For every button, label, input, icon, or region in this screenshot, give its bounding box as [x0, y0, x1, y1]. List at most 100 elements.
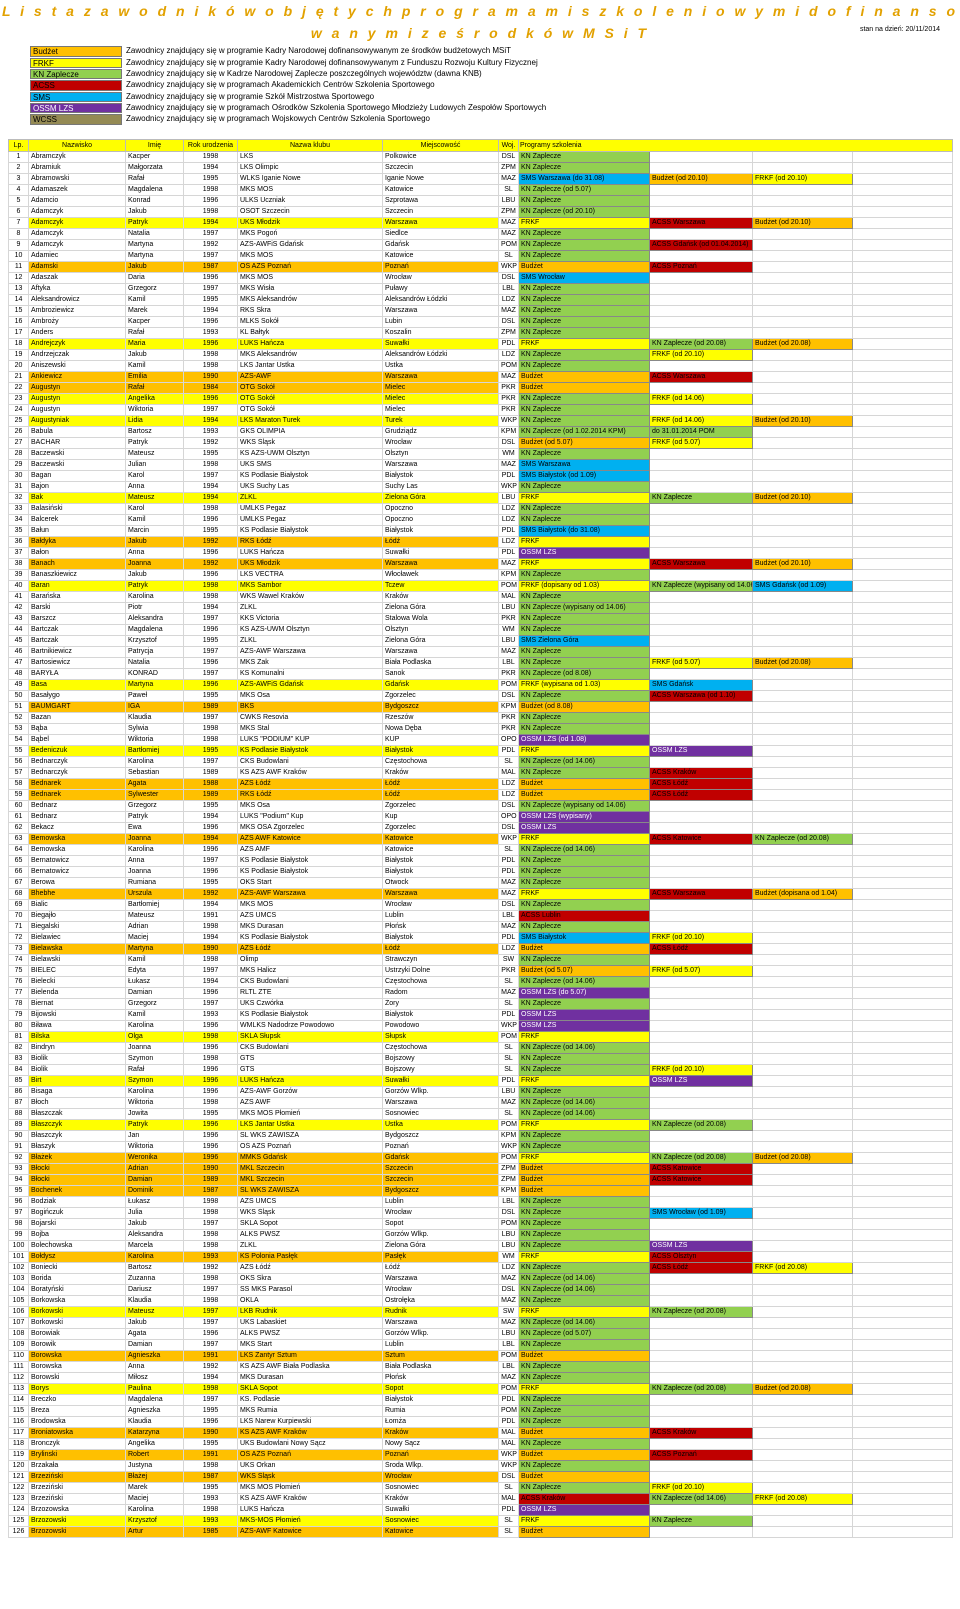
city-cell: Gdańsk	[382, 1152, 499, 1164]
table-row: 40 Baran Patryk 1998 MKS Sambor Tczew POM FRKF …	[8, 580, 954, 592]
firstname-cell: Bartłomiej	[125, 899, 184, 911]
legend-code: OSSM LZS	[30, 102, 122, 114]
surname-cell: Bartczak	[28, 635, 126, 647]
empty-program-cell	[752, 1515, 853, 1527]
surname-cell: Bojarski	[28, 1218, 126, 1230]
empty-program-cell	[649, 822, 753, 834]
firstname-cell: Joanna	[125, 1042, 184, 1054]
birth-year-cell: 1993	[183, 1009, 238, 1021]
birth-year-cell: 1996	[183, 1064, 238, 1076]
voivodeship-cell: POM	[498, 1218, 519, 1230]
firstname-cell: Wiktoria	[125, 404, 184, 416]
voivodeship-cell: PKR	[498, 382, 519, 394]
program-cell: KN Zaplecze	[518, 1416, 650, 1428]
empty-program-cell	[851, 1306, 954, 1318]
firstname-cell: Bartłomiej	[125, 745, 184, 757]
firstname-cell: Katarzyna	[125, 1427, 184, 1439]
city-cell: Ustka	[382, 360, 499, 372]
firstname-cell: Sylwia	[125, 723, 184, 735]
empty-program-cell	[752, 459, 853, 471]
program-cell: KN Zaplecze	[518, 250, 650, 262]
surname-cell: Brzeziński	[28, 1493, 126, 1505]
club-cell: LUKS Hańcza	[237, 547, 383, 559]
table-row: 82 Bindryn Joanna 1996 CKS Budowlani Częstoch…	[8, 1042, 954, 1054]
empty-program-cell	[851, 558, 954, 570]
program-cell: KN Zaplecze	[518, 1196, 650, 1208]
firstname-cell: Kacper	[125, 151, 184, 163]
city-cell: Białystok	[382, 866, 499, 878]
birth-year-cell: 1995	[183, 690, 238, 702]
city-cell: Warszawa	[382, 888, 499, 900]
voivodeship-cell: PDL	[498, 547, 519, 559]
empty-program-cell	[649, 602, 753, 614]
surname-cell: Biolik	[28, 1064, 126, 1076]
voivodeship-cell: LBU	[498, 635, 519, 647]
empty-program-cell	[851, 250, 954, 262]
program-cell: KN Zaplecze	[518, 1438, 650, 1450]
legend-row: ACSS Zawodnicy znajdujący się w programac…	[30, 80, 546, 91]
lp-cell: 84	[8, 1064, 29, 1076]
program-cell: ACSS Łódź	[649, 1262, 753, 1274]
voivodeship-cell: DSL	[498, 316, 519, 328]
surname-cell: Berowa	[28, 877, 126, 889]
surname-cell: Borowska	[28, 1361, 126, 1373]
lp-cell: 25	[8, 415, 29, 427]
program-cell: KN Zaplecze	[518, 305, 650, 317]
table-row: 70 Biegajło Mateusz 1991 AZS UMCS Lublin LBL AC…	[8, 910, 954, 922]
voivodeship-cell: SL	[498, 998, 519, 1010]
empty-program-cell	[851, 459, 954, 471]
lp-cell: 49	[8, 679, 29, 691]
program-cell: KN Zaplecze	[518, 1218, 650, 1230]
col-nazwisko: Nazwisko	[28, 139, 126, 152]
program-cell: KN Zaplecze	[518, 1295, 650, 1307]
firstname-cell: Rumiana	[125, 877, 184, 889]
birth-year-cell: 1998	[183, 349, 238, 361]
surname-cell: Bąba	[28, 723, 126, 735]
empty-program-cell	[851, 1471, 954, 1483]
program-cell: KN Zaplecze	[518, 316, 650, 328]
birth-year-cell: 1992	[183, 888, 238, 900]
club-cell: GTS	[237, 1053, 383, 1065]
firstname-cell: Marek	[125, 305, 184, 317]
program-cell: SMS Białystok	[518, 932, 650, 944]
city-cell: Białystok	[382, 932, 499, 944]
empty-program-cell	[752, 1361, 853, 1373]
firstname-cell: Martyna	[125, 239, 184, 251]
voivodeship-cell: POM	[498, 1350, 519, 1362]
surname-cell: Błaszyk	[28, 1141, 126, 1153]
lp-cell: 101	[8, 1251, 29, 1263]
table-row: 41 Barańska Karolina 1998 WKS Wawel Kraków Kr…	[8, 591, 954, 603]
voivodeship-cell: DSL	[498, 690, 519, 702]
surname-cell: Bednarek	[28, 789, 126, 801]
empty-program-cell	[851, 1284, 954, 1296]
city-cell: Grudziądz	[382, 426, 499, 438]
firstname-cell: Jowita	[125, 1108, 184, 1120]
table-row: 9 Adamczyk Martyna 1992 AZS-AWFiS Gdańsk Gdań…	[8, 239, 954, 251]
empty-program-cell	[649, 294, 753, 306]
birth-year-cell: 1996	[183, 866, 238, 878]
voivodeship-cell: MAZ	[498, 305, 519, 317]
empty-program-cell	[851, 657, 954, 669]
program-cell: KN Zaplecze (od 14.06)	[518, 1284, 650, 1296]
firstname-cell: Dominik	[125, 1185, 184, 1197]
city-cell: Zgorzelec	[382, 800, 499, 812]
table-row: 95 Bochenek Dominik 1987 SL WKS ZAWISZA Bydgo…	[8, 1185, 954, 1197]
program-cell: KN Zaplecze	[518, 503, 650, 515]
empty-program-cell	[851, 1361, 954, 1373]
surname-cell: Bak	[28, 492, 126, 504]
table-row: 91 Błaszyk Wiktoria 1996 OŚ AZS Poznań Poznań…	[8, 1141, 954, 1153]
program-cell: KN Zaplecze	[518, 921, 650, 933]
lp-cell: 40	[8, 580, 29, 592]
table-row: 34 Balcerek Kamil 1996 UMLKS Pegaz Opoczno LDZ…	[8, 514, 954, 526]
birth-year-cell: 1992	[183, 437, 238, 449]
surname-cell: Ambroziewicz	[28, 305, 126, 317]
empty-program-cell	[649, 1394, 753, 1406]
empty-program-cell	[752, 250, 853, 262]
lp-cell: 66	[8, 866, 29, 878]
table-row: 76 Bielecki Łukasz 1994 CKS Budowlani Częstoc…	[8, 976, 954, 988]
empty-program-cell	[851, 338, 954, 350]
birth-year-cell: 1992	[183, 558, 238, 570]
program-cell: KN Zaplecze	[518, 448, 650, 460]
empty-program-cell	[649, 327, 753, 339]
table-row: 81 Bilska Olga 1998 SKLA Słupsk Słupsk POM FRKF	[8, 1031, 954, 1043]
